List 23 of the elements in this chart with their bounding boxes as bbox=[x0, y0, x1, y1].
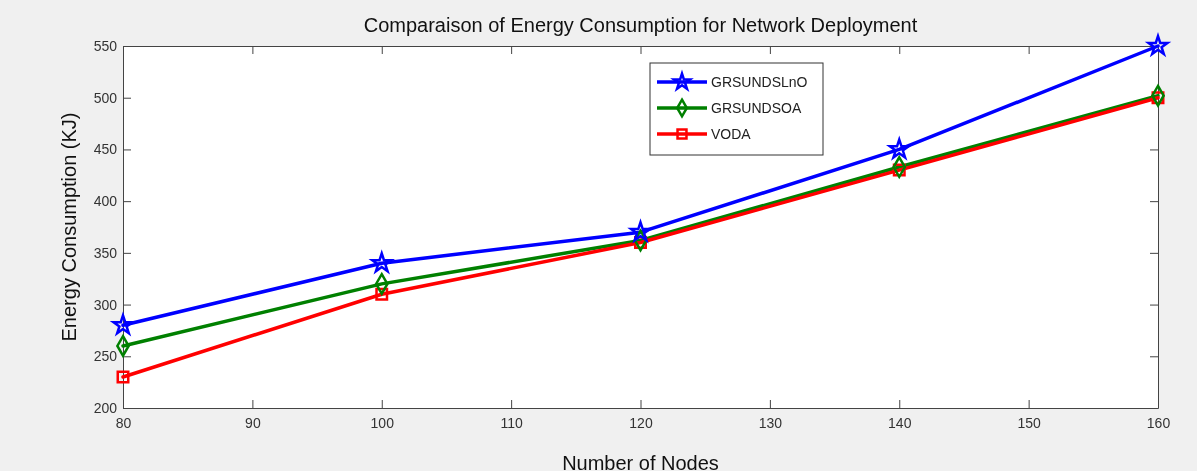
y-tick-label: 500 bbox=[93, 89, 118, 106]
x-tick-label: 160 bbox=[1146, 414, 1171, 431]
x-tick-label: 130 bbox=[758, 414, 783, 431]
x-axis-title: Number of Nodes bbox=[562, 452, 719, 471]
y-tick-label: 250 bbox=[93, 348, 118, 365]
y-tick-label: 550 bbox=[93, 37, 118, 54]
x-tick-label: 150 bbox=[1017, 414, 1042, 431]
x-tick-label: 120 bbox=[629, 414, 653, 431]
y-tick-label: 450 bbox=[93, 141, 118, 158]
legend-label: GRSUNDSOA bbox=[711, 100, 802, 116]
legend-label: GRSUNDSLnO bbox=[711, 74, 808, 90]
y-tick-label: 300 bbox=[93, 296, 118, 313]
chart-title: Comparaison of Energy Consumption for Network Deployment bbox=[363, 14, 918, 36]
x-tick-label: 90 bbox=[245, 414, 261, 431]
y-axis-title: Energy Consumption (KJ) bbox=[58, 112, 80, 342]
legend-label: VODA bbox=[711, 126, 752, 142]
x-tick-label: 80 bbox=[115, 414, 132, 431]
x-tick-label: 140 bbox=[888, 414, 912, 431]
y-tick-label: 200 bbox=[93, 399, 118, 416]
y-tick-label: 400 bbox=[93, 193, 118, 210]
y-tick-label: 350 bbox=[93, 244, 118, 261]
x-tick-label: 110 bbox=[500, 414, 523, 431]
x-tick-label: 100 bbox=[370, 414, 395, 431]
